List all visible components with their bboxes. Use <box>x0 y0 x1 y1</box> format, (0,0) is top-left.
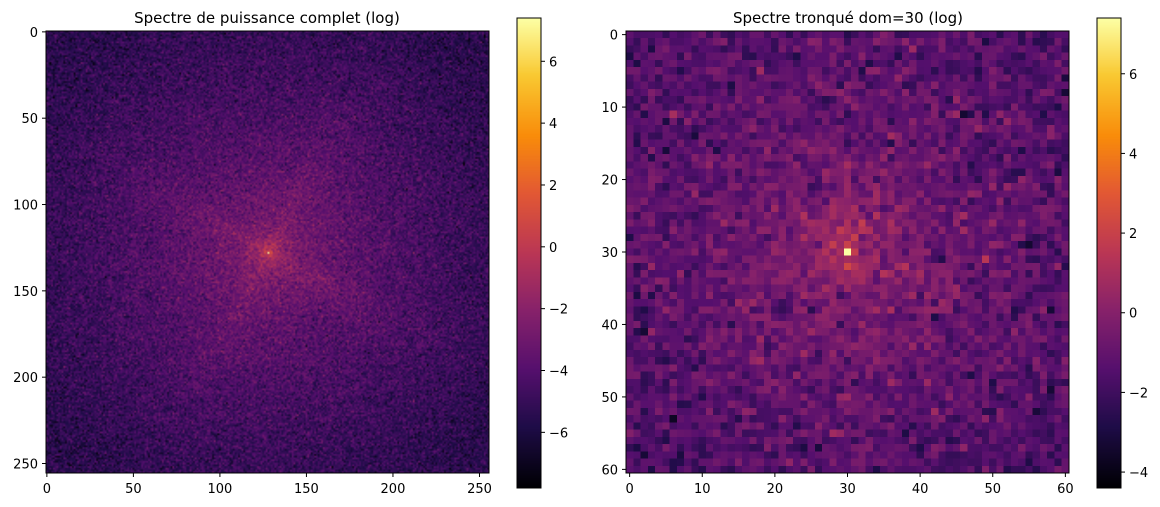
colorbar-tick-label: 4 <box>1129 147 1137 162</box>
colorbar-tick-label: 6 <box>1129 68 1137 83</box>
y-tick-label: 0 <box>610 29 618 44</box>
colorbar-tick-label: 0 <box>549 241 557 256</box>
colorbar-tick-label: 0 <box>1129 307 1137 322</box>
colorbar-tick-label: −4 <box>1129 466 1148 481</box>
x-tick-label: 20 <box>767 482 784 497</box>
heatmap-axes: Spectre de puissance complet (log) 0 50 10… <box>13 9 492 497</box>
x-tick-label: 100 <box>207 482 232 497</box>
x-tick-label: 0 <box>625 482 633 497</box>
y-tick-label: 60 <box>601 463 618 478</box>
x-tick-label: 200 <box>381 482 406 497</box>
y-tick-label: 50 <box>21 112 38 127</box>
y-tick-label: 250 <box>13 458 38 473</box>
x-tick-label: 30 <box>839 482 856 497</box>
x-tick-label: 50 <box>125 482 142 497</box>
colorbar-tick-label: 4 <box>549 117 557 132</box>
colorbar <box>1097 18 1121 488</box>
heatmap-image <box>46 31 489 473</box>
y-tick-label: 20 <box>601 174 618 189</box>
y-tick-label: 40 <box>601 318 618 333</box>
x-tick-label: 10 <box>694 482 711 497</box>
heatmap-axes: Spectre tronqué dom=30 (log) 0 10 20 30 40 50… <box>601 9 1074 497</box>
plot-frame <box>45 30 490 474</box>
x-tick-label: 250 <box>467 482 492 497</box>
y-tick-label: 100 <box>13 199 38 214</box>
chart-panel-full-spectrum: Spectre de puissance complet (log) 0 50 10… <box>13 9 568 497</box>
colorbar-tick-label: −2 <box>549 303 568 318</box>
y-tick-label: 0 <box>30 26 38 41</box>
heatmap-image <box>626 31 1069 473</box>
colorbar-axis: 6 4 2 0 −2 −4 <box>1096 17 1148 489</box>
colorbar-tick-label: 6 <box>549 55 557 70</box>
x-tick-label: 50 <box>984 482 1001 497</box>
colorbar-tick-label: −6 <box>549 426 568 441</box>
y-tick-label: 200 <box>13 371 38 386</box>
colorbar-tick-label: −4 <box>549 365 568 380</box>
y-tick-label: 50 <box>601 391 618 406</box>
x-tick-label: 40 <box>912 482 929 497</box>
chart-panel-truncated-spectrum: Spectre tronqué dom=30 (log) 0 10 20 30 40 50… <box>580 0 1160 507</box>
chart-title: Spectre de puissance complet (log) <box>134 9 400 27</box>
colorbar-tick-label: 2 <box>1129 227 1137 242</box>
colorbar-axis: 6 4 2 0 −2 −4 −6 <box>516 17 568 489</box>
x-tick-label: 150 <box>294 482 319 497</box>
y-tick-label: 30 <box>601 246 618 261</box>
x-tick-label: 60 <box>1057 482 1074 497</box>
colorbar <box>517 18 541 488</box>
y-tick-label: 150 <box>13 285 38 300</box>
y-tick-label: 10 <box>601 101 618 116</box>
chart-title: Spectre tronqué dom=30 (log) <box>733 9 963 27</box>
colorbar-tick-label: −2 <box>1129 386 1148 401</box>
colorbar-tick-label: 2 <box>549 179 557 194</box>
x-tick-label: 0 <box>43 482 51 497</box>
